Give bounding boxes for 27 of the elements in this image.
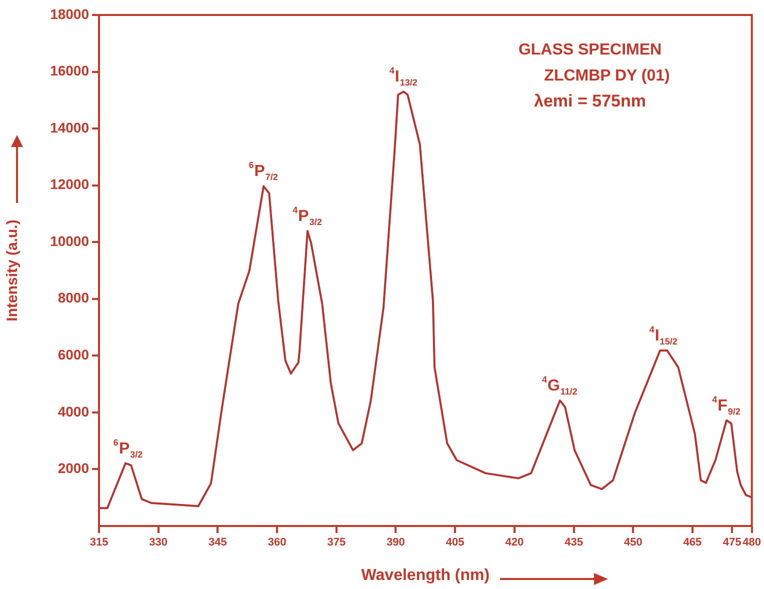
y-tick-label: 12000 <box>50 176 90 192</box>
annotation: λemi = 575nm <box>534 92 646 111</box>
y-tick-label: 2000 <box>58 460 90 476</box>
y-tick-label: 18000 <box>50 6 90 22</box>
x-tick-label: 360 <box>268 536 286 549</box>
annotation: GLASS SPECIMEN <box>518 41 662 58</box>
y-axis-title: Intensity (a.u.) <box>4 220 22 322</box>
x-tick-label: 315 <box>90 536 108 549</box>
y-tick-label: 14000 <box>50 119 90 136</box>
x-tick-label: 420 <box>505 536 524 549</box>
x-axis-title: Wavelength (nm) <box>361 566 490 584</box>
x-tick-label: 330 <box>149 536 168 549</box>
y-tick-label: 8000 <box>58 290 90 306</box>
x-tick-label: 435 <box>564 536 583 549</box>
x-tick-label: 345 <box>208 536 227 549</box>
annotation: ZLCMBP DY (01) <box>544 67 670 84</box>
x-tick-label: 480 <box>742 536 762 549</box>
y-tick-label: 6000 <box>58 346 90 363</box>
x-tick-label: 450 <box>624 536 642 549</box>
x-tick-label: 475 <box>722 536 742 549</box>
y-tick-label: 4000 <box>58 403 90 420</box>
x-tick-label: 375 <box>327 536 346 549</box>
y-tick-label: 10000 <box>50 232 90 249</box>
x-tick-label: 390 <box>386 536 405 549</box>
x-tick-label: 465 <box>683 536 702 549</box>
y-tick-label: 16000 <box>50 62 90 79</box>
x-tick-label: 405 <box>446 536 464 549</box>
